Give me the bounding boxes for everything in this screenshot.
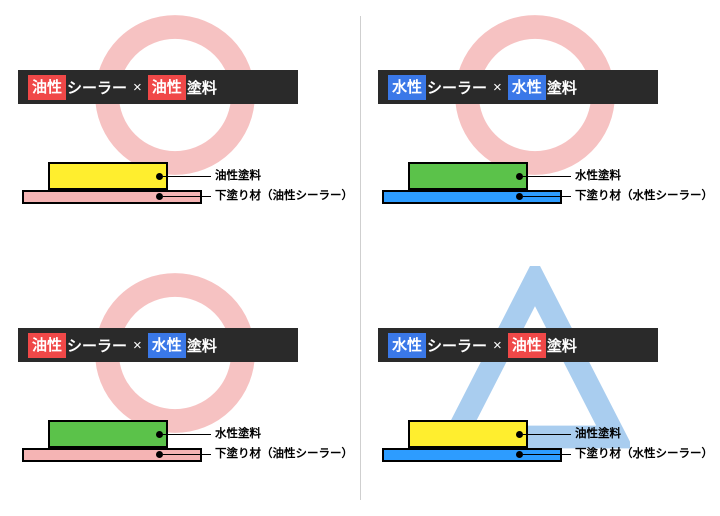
title-mid2: 塗料 — [187, 335, 217, 356]
title-mid1: シーラー — [67, 335, 127, 356]
label-top: 油性塗料 — [215, 167, 261, 183]
title-sep: × — [133, 337, 142, 354]
base-layer — [22, 448, 202, 462]
dot-base — [156, 451, 163, 458]
chip-2: 水性 — [148, 333, 186, 358]
title-bar: 油性シーラー × 水性塗料 — [18, 328, 298, 362]
layer-diagram: 油性塗料 下塗り材（水性シーラー） — [378, 402, 702, 472]
label-base: 下塗り材（水性シーラー） — [575, 187, 713, 203]
title-bar: 油性シーラー × 油性塗料 — [18, 70, 298, 104]
chip-2: 油性 — [148, 75, 186, 100]
panel-1: 水性シーラー × 水性塗料 水性塗料 下塗り材（水性シーラー） — [360, 0, 720, 258]
leader-base — [163, 196, 211, 197]
base-layer — [382, 190, 562, 204]
title-sep: × — [493, 79, 502, 96]
panel-2: 油性シーラー × 水性塗料 水性塗料 下塗り材（油性シーラー） — [0, 258, 360, 516]
top-layer — [48, 420, 168, 448]
label-top: 水性塗料 — [575, 167, 621, 183]
title-mid2: 塗料 — [187, 77, 217, 98]
dot-top — [156, 431, 163, 438]
leader-top — [163, 176, 211, 177]
chip-2: 水性 — [508, 75, 546, 100]
chip-1: 油性 — [28, 333, 66, 358]
leader-base — [523, 196, 571, 197]
label-base: 下塗り材（油性シーラー） — [215, 187, 353, 203]
label-top: 油性塗料 — [575, 425, 621, 441]
panel-3: 水性シーラー × 油性塗料 油性塗料 下塗り材（水性シーラー） — [360, 258, 720, 516]
title-mid1: シーラー — [427, 335, 487, 356]
title-bar: 水性シーラー × 水性塗料 — [378, 70, 658, 104]
chip-1: 油性 — [28, 75, 66, 100]
dot-base — [516, 451, 523, 458]
top-layer — [408, 162, 528, 190]
label-base: 下塗り材（水性シーラー） — [575, 445, 713, 461]
label-base: 下塗り材（油性シーラー） — [215, 445, 353, 461]
title-sep: × — [133, 79, 142, 96]
grid: 油性シーラー × 油性塗料 油性塗料 下塗り材（油性シーラー） 水性シーラー ×… — [0, 0, 720, 516]
leader-base — [163, 454, 211, 455]
layer-diagram: 水性塗料 下塗り材（水性シーラー） — [378, 144, 702, 214]
title-mid2: 塗料 — [547, 335, 577, 356]
dot-top — [516, 173, 523, 180]
top-layer — [48, 162, 168, 190]
title-bar: 水性シーラー × 油性塗料 — [378, 328, 658, 362]
title-mid2: 塗料 — [547, 77, 577, 98]
label-top: 水性塗料 — [215, 425, 261, 441]
title-mid1: シーラー — [67, 77, 127, 98]
leader-base — [523, 454, 571, 455]
chip-2: 油性 — [508, 333, 546, 358]
chip-1: 水性 — [388, 75, 426, 100]
dot-base — [516, 193, 523, 200]
base-layer — [22, 190, 202, 204]
panel-0: 油性シーラー × 油性塗料 油性塗料 下塗り材（油性シーラー） — [0, 0, 360, 258]
base-layer — [382, 448, 562, 462]
layer-diagram: 油性塗料 下塗り材（油性シーラー） — [18, 144, 342, 214]
top-layer — [408, 420, 528, 448]
layer-diagram: 水性塗料 下塗り材（油性シーラー） — [18, 402, 342, 472]
leader-top — [523, 434, 571, 435]
chip-1: 水性 — [388, 333, 426, 358]
dot-base — [156, 193, 163, 200]
dot-top — [156, 173, 163, 180]
dot-top — [516, 431, 523, 438]
leader-top — [523, 176, 571, 177]
title-sep: × — [493, 337, 502, 354]
leader-top — [163, 434, 211, 435]
title-mid1: シーラー — [427, 77, 487, 98]
